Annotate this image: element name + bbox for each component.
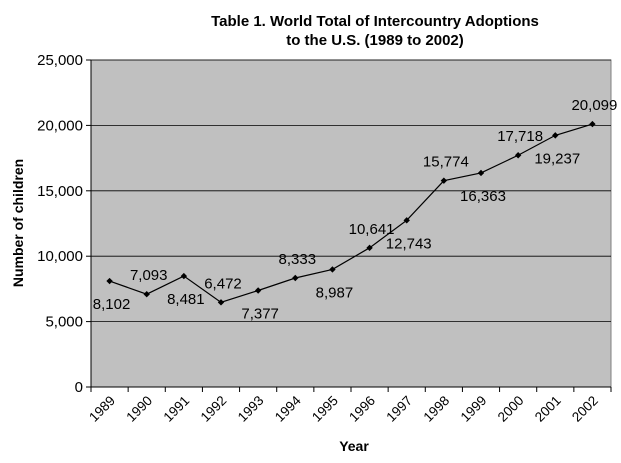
data-label: 7,093 [130,267,168,284]
data-label: 8,987 [316,284,354,301]
x-tick-label: 1993 [235,393,267,425]
data-label: 8,102 [93,296,131,313]
data-point [403,217,410,224]
data-point [180,272,188,280]
data-point [106,277,113,285]
data-point [440,177,448,184]
y-tick-label: 25,000 [37,52,83,69]
data-label: 7,377 [241,306,279,323]
data-point [477,169,485,177]
data-label: 16,363 [460,188,506,205]
x-tick-label: 1997 [383,393,415,425]
data-point [217,299,225,306]
data-label: 20,099 [571,97,617,114]
x-tick-label: 1989 [86,393,118,425]
data-label: 12,743 [386,235,432,252]
data-point [143,291,150,298]
data-point [329,266,336,273]
x-tick-label: 1996 [346,393,378,425]
x-tick-label: 1998 [420,393,452,425]
y-axis-ticks: 0 5,000 10,000 15,000 20,000 25,000 [37,52,91,396]
data-label: 15,774 [423,154,469,171]
x-tick-label: 1994 [272,393,304,425]
data-point [514,152,522,159]
data-point [589,120,596,128]
x-axis-title: Year [339,438,369,454]
data-point [292,274,299,282]
data-label: 19,237 [534,150,580,167]
x-tick-label: 1995 [309,393,341,425]
plot-area [90,59,612,388]
x-tick-label: 1999 [458,393,490,425]
data-label: 17,718 [497,128,543,145]
chart-title: Table 1. World Total of Intercountry Ado… [211,13,539,30]
y-tick-label: 20,000 [37,117,83,134]
series [106,120,596,306]
x-tick-label: 1991 [160,393,192,425]
y-tick-label: 10,000 [37,248,83,265]
data-point [366,244,373,252]
chart-subtitle: to the U.S. (1989 to 2002) [286,32,464,49]
x-tick-label: 2002 [569,393,601,425]
y-tick-label: 15,000 [37,183,83,200]
x-tick-label: 1990 [123,393,155,425]
x-tick-label: 2001 [532,393,564,425]
data-label: 10,641 [349,221,395,238]
gridlines [91,59,611,323]
y-axis-title: Number of children [10,159,26,287]
data-point [254,287,262,294]
x-tick-label: 1992 [198,393,230,425]
data-point [552,132,559,139]
x-axis-ticks: 1989 1990 1991 1992 1993 1994 1995 1996 1997 1998… [86,387,612,425]
y-tick-label: 0 [75,379,83,396]
data-label: 8,481 [167,291,205,308]
data-label: 8,333 [279,251,317,268]
x-tick-label: 2000 [495,393,527,425]
series-line [109,123,593,304]
y-tick-label: 5,000 [45,314,83,331]
data-label: 6,472 [204,275,242,292]
